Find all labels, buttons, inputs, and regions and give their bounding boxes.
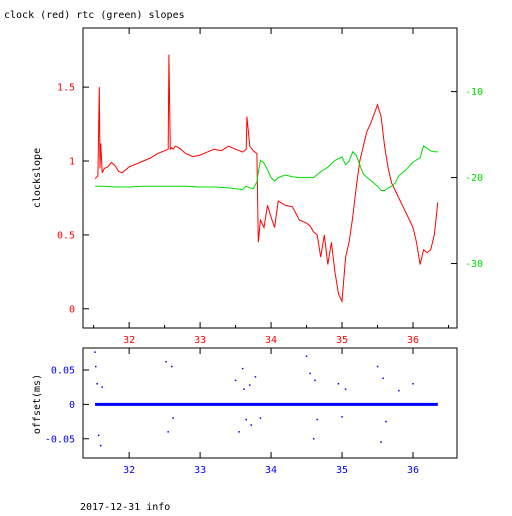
top-axis-ticks: 32 33 34 35 36 0 0.5 1 1.5 -10 -20 -30 <box>57 28 483 346</box>
offset-point <box>250 424 252 426</box>
offset-point <box>254 376 257 378</box>
bottom-x-tick-label: 32 <box>123 465 135 476</box>
offset-point <box>376 365 379 368</box>
offset-point <box>96 383 98 385</box>
offset-point <box>101 386 103 388</box>
top-plot-frame <box>82 27 458 329</box>
bottom-axis-ticks: 32 33 34 35 36 0.05 0 -0.05 <box>45 348 419 476</box>
offset-point <box>94 351 96 353</box>
offset-point <box>305 355 308 357</box>
chart-title: clock (red) rtc (green) slopes <box>4 10 185 21</box>
top-y2-tick-label: -10 <box>465 87 483 98</box>
bottom-x-tick-label: 36 <box>407 465 419 476</box>
offset-point <box>259 417 262 419</box>
offset-point <box>249 384 251 386</box>
top-y-tick-label: 1.5 <box>57 83 75 94</box>
offset-point <box>312 438 315 440</box>
offset-point <box>172 417 174 419</box>
offset-series-points <box>94 351 414 447</box>
offset-point <box>341 416 343 418</box>
offset-point <box>165 361 167 363</box>
top-y2-tick-label: -30 <box>465 259 483 270</box>
offset-point <box>243 388 245 390</box>
footer-label: 2017-12-31 info <box>80 502 170 512</box>
offset-point <box>171 365 173 368</box>
offset-point <box>241 367 244 370</box>
top-x-tick-label: 36 <box>407 335 419 346</box>
bottom-y-tick-label: 0 <box>69 400 75 411</box>
offset-point <box>337 383 340 385</box>
bottom-x-tick-label: 34 <box>265 465 277 476</box>
offset-point <box>238 431 240 433</box>
offset-point <box>97 434 100 437</box>
offset-point <box>234 379 237 382</box>
top-x-tick-label: 32 <box>123 335 135 346</box>
bottom-x-tick-label: 33 <box>194 465 206 476</box>
offset-point <box>412 383 414 385</box>
top-y-tick-label: 1 <box>69 157 75 168</box>
bottom-y-axis-label: offset(ms) <box>32 374 43 434</box>
offset-point <box>245 418 247 421</box>
rtc-series-line <box>95 144 438 191</box>
offset-point <box>380 441 382 443</box>
offset-point <box>385 420 387 423</box>
offset-point <box>167 431 169 433</box>
bottom-y-tick-label: -0.05 <box>45 434 75 445</box>
offset-point <box>398 389 400 392</box>
bottom-y-tick-label: 0.05 <box>51 366 75 377</box>
bottom-plot-frame <box>82 347 458 459</box>
offset-point <box>344 388 347 390</box>
top-x-tick-label: 35 <box>336 335 348 346</box>
offset-point <box>382 377 384 379</box>
offset-point <box>95 365 97 368</box>
top-y-tick-label: 0.5 <box>57 230 75 241</box>
top-y2-tick-label: -20 <box>465 173 483 184</box>
offset-point <box>309 372 311 375</box>
offset-point <box>100 444 102 447</box>
clock-series-line <box>94 54 439 304</box>
bottom-x-tick-label: 35 <box>336 465 348 476</box>
top-y-axis-label: clockslope <box>32 148 43 208</box>
top-x-tick-label: 33 <box>194 335 206 346</box>
top-y-tick-label: 0 <box>69 304 75 315</box>
offset-point <box>316 418 318 421</box>
top-x-tick-label: 34 <box>265 335 277 346</box>
offset-point <box>314 379 316 382</box>
